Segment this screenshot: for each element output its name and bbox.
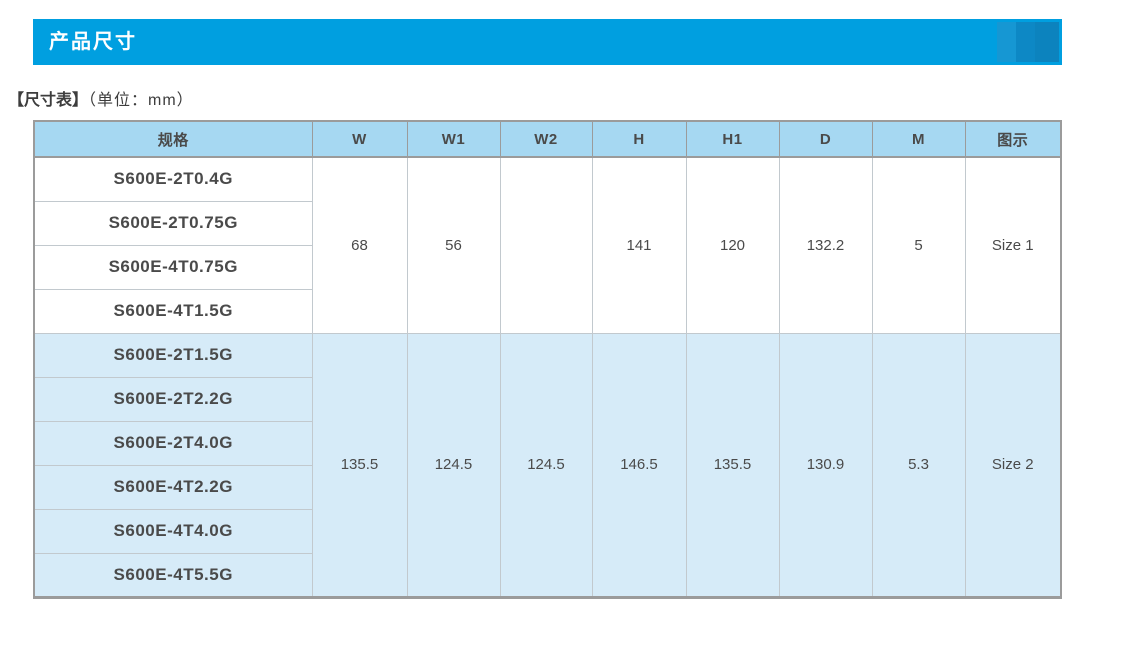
value-cell-w1: 56 xyxy=(406,156,501,334)
column-header-w1: W1 xyxy=(406,120,501,158)
column-header-h: H xyxy=(591,120,687,158)
deco-band xyxy=(997,22,1016,62)
spec-cell: S600E-4T2.2G xyxy=(33,464,313,510)
spec-cell: S600E-2T2.2G xyxy=(33,376,313,422)
column-header-h1: H1 xyxy=(685,120,780,158)
value-cell-h: 141 xyxy=(591,156,687,334)
value-cell-h: 146.5 xyxy=(591,332,687,598)
value-cell-m: 5.3 xyxy=(871,332,966,598)
section-title: 产品尺寸 xyxy=(49,31,137,53)
column-header-spec: 规格 xyxy=(33,120,313,158)
table-row: S600E-4T5.5G xyxy=(33,552,1061,598)
caption-label: 【尺寸表】 xyxy=(8,92,89,109)
spec-cell: S600E-2T0.75G xyxy=(33,200,313,246)
table-row: S600E-2T0.4G 68 56 141 120 132.2 5 Size … xyxy=(33,156,1062,334)
spec-cell: S600E-4T1.5G xyxy=(33,288,313,334)
value-cell-w2: 124.5 xyxy=(499,332,593,598)
value-cell-w: 135.5 xyxy=(311,332,408,598)
table-row: S600E-2T1.5G 135.5 124.5 124.5 146.5 135… xyxy=(33,332,1062,598)
spec-cell: S600E-4T4.0G xyxy=(33,508,313,554)
table-row: S600E-2T2.2G xyxy=(33,376,1061,422)
column-header-m: M xyxy=(871,120,966,158)
table-row: S600E-4T0.75G xyxy=(33,244,1061,290)
spec-cell: S600E-2T1.5G xyxy=(33,332,313,378)
table-row: S600E-4T2.2G xyxy=(33,464,1061,510)
caption-unit: （单位：mm） xyxy=(88,92,194,109)
value-cell-w1: 124.5 xyxy=(406,332,501,598)
size-cell: Size 1 xyxy=(964,156,1062,334)
column-header-d: D xyxy=(778,120,873,158)
spec-cell: S600E-4T5.5G xyxy=(33,552,313,598)
dimension-table-wrapper: 规格 W W1 W2 H H1 D M 图示 S600E-2T0.4G 68 5… xyxy=(33,120,1062,599)
spec-cell: S600E-2T4.0G xyxy=(33,420,313,466)
table-row: S600E-2T4.0G xyxy=(33,420,1061,466)
deco-band xyxy=(1016,22,1035,62)
deco-band xyxy=(1035,22,1059,62)
value-cell-w: 68 xyxy=(311,156,408,334)
column-header-w: W xyxy=(311,120,408,158)
value-cell-d: 130.9 xyxy=(778,332,873,598)
spec-cell: S600E-2T0.4G xyxy=(33,156,313,202)
table-caption: 【尺寸表】（单位：mm） xyxy=(8,86,194,110)
value-cell-w2 xyxy=(499,156,593,334)
spec-cell: S600E-4T0.75G xyxy=(33,244,313,290)
value-cell-d: 132.2 xyxy=(778,156,873,334)
dimension-table: 规格 W W1 W2 H H1 D M 图示 S600E-2T0.4G 68 5… xyxy=(33,120,1062,599)
column-header-w2: W2 xyxy=(499,120,593,158)
header-deco-bands xyxy=(997,22,1059,62)
column-header-diagram: 图示 xyxy=(964,120,1062,158)
table-row: S600E-2T0.75G xyxy=(33,200,1061,246)
value-cell-m: 5 xyxy=(871,156,966,334)
table-header-row: 规格 W W1 W2 H H1 D M 图示 xyxy=(33,120,1062,158)
value-cell-h1: 120 xyxy=(685,156,780,334)
table-row: S600E-4T4.0G xyxy=(33,508,1061,554)
value-cell-h1: 135.5 xyxy=(685,332,780,598)
size-cell: Size 2 xyxy=(964,332,1062,598)
section-header-bar: 产品尺寸 xyxy=(33,19,1062,65)
